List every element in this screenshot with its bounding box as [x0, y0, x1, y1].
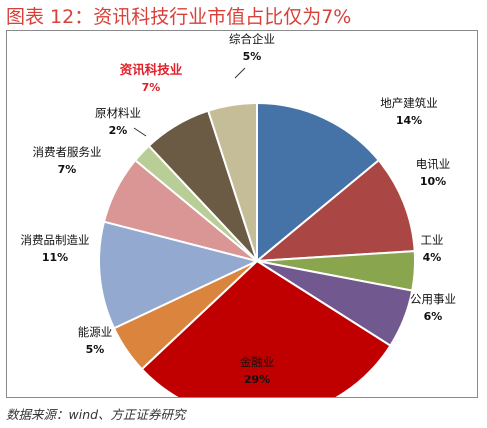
pie-chart: 地产建筑业 14% 电讯业 10% 工业 4% 公用事业 6% 金融业 29% 能源业 5% 消费品制造… — [21, 32, 457, 397]
slice-label-6: 能源业 5% — [78, 325, 113, 356]
slice-label-name: 综合企业 — [229, 32, 275, 46]
slice-label-name: 消费品制造业 — [21, 233, 90, 247]
slice-label-percent: 5% — [243, 50, 262, 63]
slice-label-name: 工业 — [421, 233, 444, 247]
pie-slice-7 — [97, 220, 260, 330]
pie-slice-5 — [140, 259, 392, 397]
pie-slice-11 — [206, 101, 258, 262]
slice-label-7: 消费品制造业 11% — [21, 233, 90, 264]
slice-label-percent: 5% — [86, 343, 105, 356]
slice-label-percent: 14% — [396, 114, 422, 127]
leader-lines — [133, 67, 246, 137]
slice-label-11: 综合企业 5% — [229, 32, 275, 63]
leader-line-9 — [133, 127, 147, 137]
slice-label-name: 资讯科技业 — [120, 62, 183, 77]
leader-line-11 — [234, 67, 246, 79]
slice-label-name: 能源业 — [78, 325, 113, 339]
source-note: 数据来源：wind、方正证券研究 — [6, 407, 186, 422]
pie-slice-2 — [253, 158, 416, 263]
slice-label-name: 消费者服务业 — [33, 145, 102, 159]
slice-label-percent: 11% — [42, 251, 68, 264]
slice-label-10: 资讯科技业 7% — [120, 62, 183, 94]
slice-label-percent: 6% — [424, 310, 443, 323]
slice-label-name: 地产建筑业 — [380, 96, 438, 110]
slice-label-name: 金融业 — [240, 355, 275, 369]
slice-label-percent: 7% — [58, 163, 77, 176]
slice-label-1: 地产建筑业 14% — [380, 96, 438, 127]
slice-label-percent: 2% — [109, 124, 128, 137]
slice-label-percent: 4% — [423, 251, 442, 264]
slice-labels: 地产建筑业 14% 电讯业 10% 工业 4% 公用事业 6% 金融业 29% 能源业 5% 消费品制造… — [21, 32, 457, 386]
chart-frame: 地产建筑业 14% 电讯业 10% 工业 4% 公用事业 6% 金融业 29% 能源业 5% 消费品制造… — [6, 30, 478, 398]
slice-label-3: 工业 4% — [421, 233, 444, 264]
slice-label-name: 电讯业 — [416, 157, 451, 171]
slice-label-percent: 10% — [420, 175, 446, 188]
slice-label-percent: 29% — [244, 373, 270, 386]
slice-label-percent: 7% — [142, 81, 161, 94]
slice-label-2: 电讯业 10% — [416, 157, 451, 188]
slice-label-8: 消费者服务业 7% — [33, 145, 102, 176]
pie-slices — [97, 101, 417, 397]
slice-label-5: 金融业 29% — [240, 355, 275, 386]
slice-label-9: 原材料业 2% — [95, 106, 141, 137]
pie-slice-1 — [256, 101, 381, 264]
slice-label-4: 公用事业 6% — [410, 292, 456, 323]
slice-label-name: 公用事业 — [410, 292, 456, 306]
slice-label-name: 原材料业 — [95, 106, 141, 120]
figure-title: 图表 12：资讯科技行业市值占比仅为7% — [6, 6, 352, 28]
